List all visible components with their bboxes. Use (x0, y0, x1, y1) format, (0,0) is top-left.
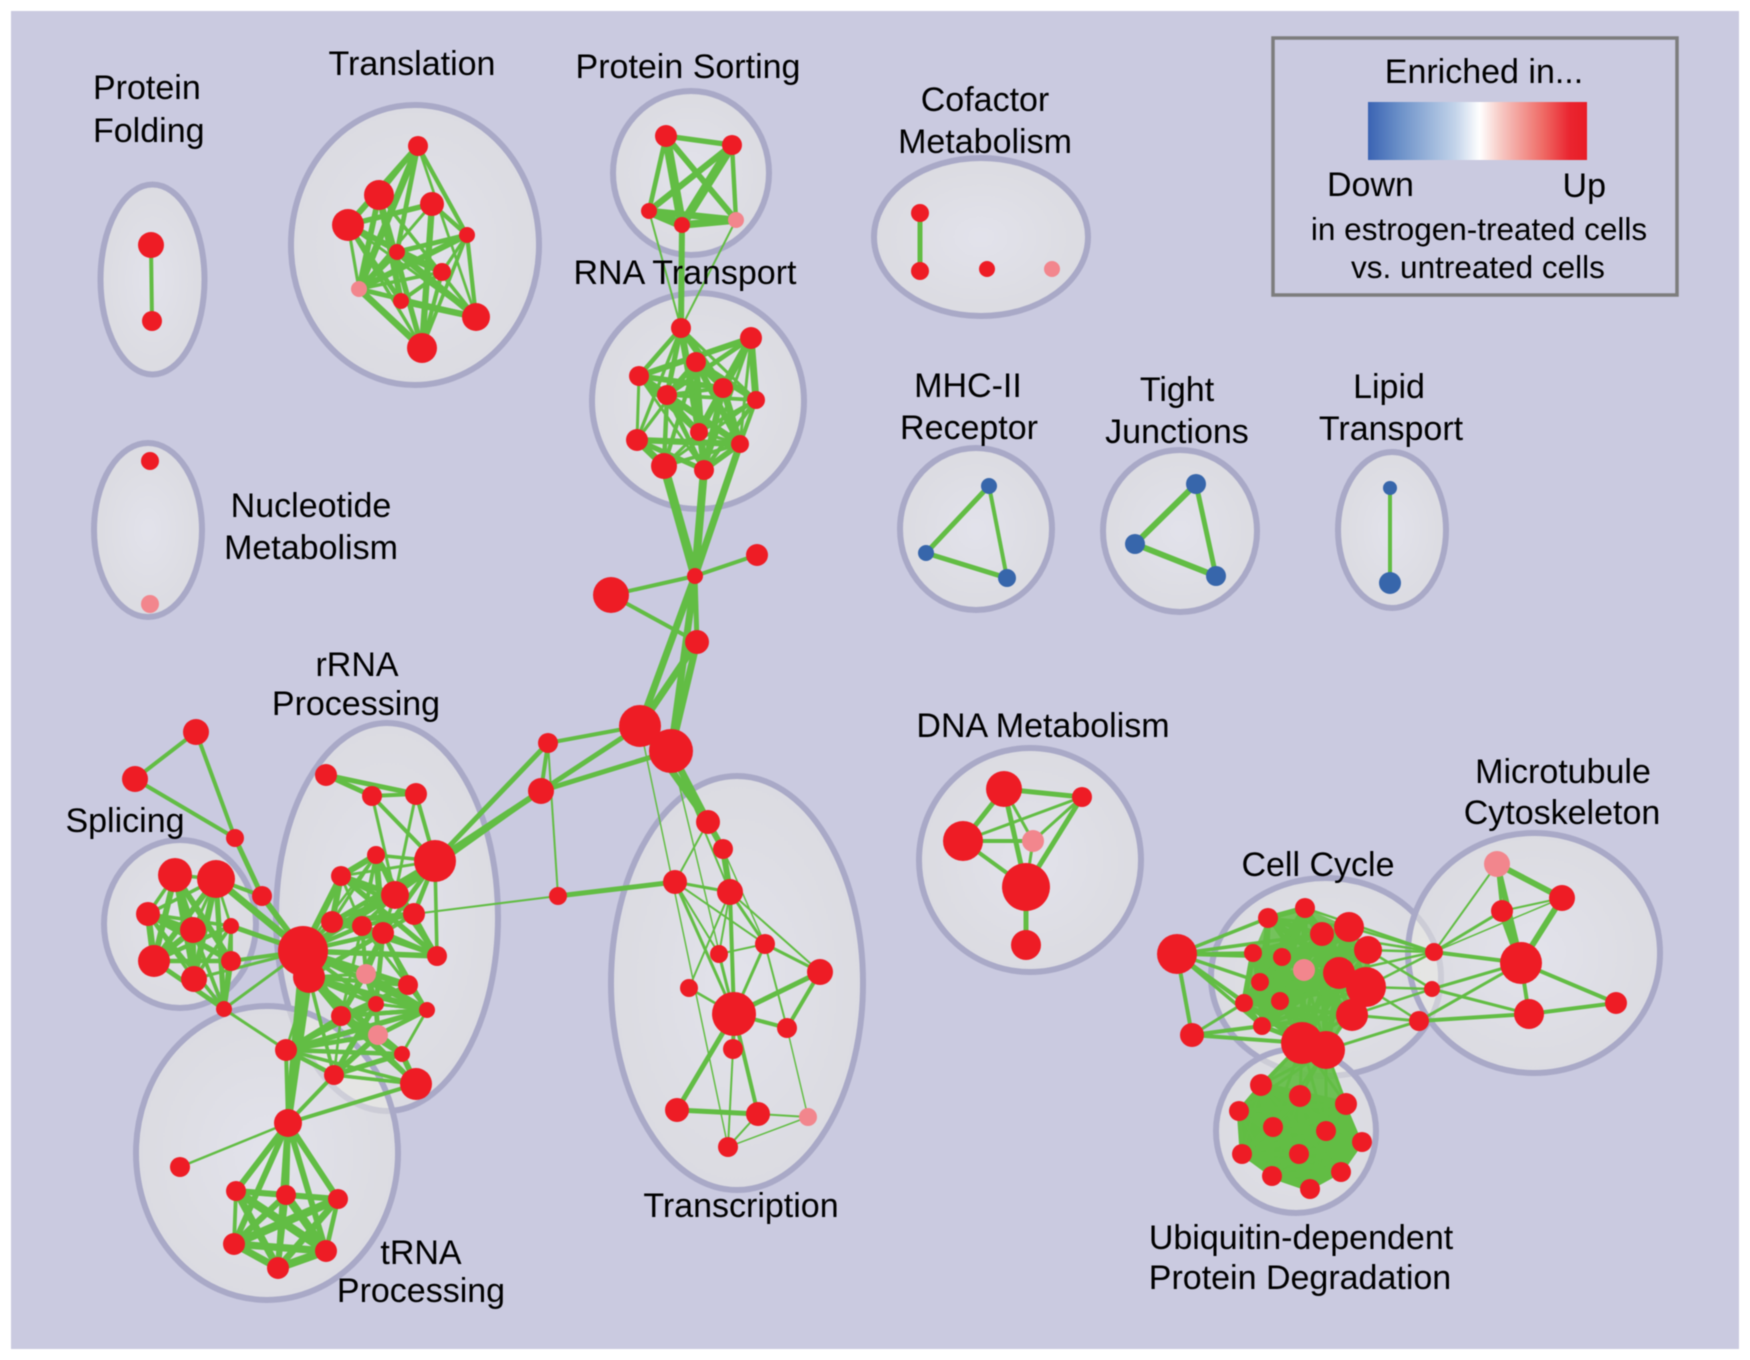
svg-text:Junctions: Junctions (1105, 413, 1249, 451)
svg-text:Translation: Translation (329, 45, 496, 83)
svg-text:DNA Metabolism: DNA Metabolism (916, 707, 1169, 745)
svg-text:Nucleotide: Nucleotide (231, 487, 392, 525)
svg-text:Cell Cycle: Cell Cycle (1241, 846, 1394, 884)
svg-text:RNA Transport: RNA Transport (574, 254, 798, 292)
svg-text:Folding: Folding (93, 112, 205, 150)
svg-text:Cytoskeleton: Cytoskeleton (1464, 794, 1661, 832)
svg-text:Receptor: Receptor (900, 409, 1038, 447)
svg-text:Metabolism: Metabolism (898, 123, 1072, 161)
svg-text:MHC-II: MHC-II (914, 367, 1022, 405)
svg-text:tRNA: tRNA (380, 1234, 462, 1272)
svg-text:rRNA: rRNA (315, 646, 398, 684)
svg-text:Tight: Tight (1140, 371, 1215, 409)
svg-text:Processing: Processing (337, 1272, 505, 1310)
svg-text:Ubiquitin-dependent: Ubiquitin-dependent (1149, 1219, 1454, 1257)
svg-text:Microtubule: Microtubule (1475, 753, 1651, 791)
svg-text:Lipid: Lipid (1353, 368, 1425, 406)
svg-text:Transcription: Transcription (643, 1187, 838, 1225)
svg-text:Protein Degradation: Protein Degradation (1149, 1259, 1451, 1297)
svg-text:vs. untreated cells: vs. untreated cells (1351, 249, 1605, 285)
svg-text:Protein: Protein (93, 69, 201, 107)
svg-text:Enriched in...: Enriched in... (1385, 53, 1583, 91)
svg-text:Processing: Processing (272, 685, 440, 723)
svg-text:Cofactor: Cofactor (921, 81, 1050, 119)
svg-text:Up: Up (1563, 167, 1606, 205)
svg-text:Splicing: Splicing (65, 802, 184, 840)
svg-text:in estrogen-treated cells: in estrogen-treated cells (1311, 211, 1647, 247)
svg-text:Metabolism: Metabolism (224, 529, 398, 567)
svg-text:Transport: Transport (1319, 410, 1464, 448)
svg-text:Down: Down (1327, 166, 1414, 204)
svg-text:Protein Sorting: Protein Sorting (576, 48, 801, 86)
